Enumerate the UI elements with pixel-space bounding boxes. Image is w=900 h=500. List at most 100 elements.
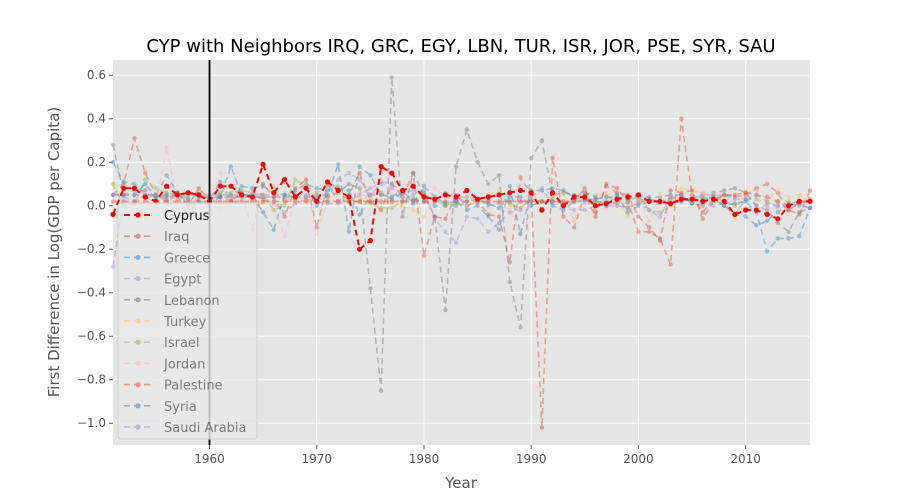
data-point-turkey [786, 194, 791, 200]
data-point-jordan [325, 199, 330, 204]
series-line-palestine [113, 185, 811, 243]
data-point-iraq [797, 212, 802, 217]
data-point-turkey [389, 201, 394, 206]
data-point-syria [357, 164, 362, 169]
legend-marker [135, 276, 141, 282]
data-point-syria [368, 173, 373, 178]
data-point-saudi-arabia [389, 186, 394, 191]
data-point-lebanon [303, 194, 309, 200]
y-tick-label: −0.4 [77, 286, 106, 300]
data-point-greece [486, 201, 491, 206]
data-point-saudi-arabia [486, 229, 491, 234]
data-point-turkey [732, 216, 738, 221]
data-point-saudi-arabia [303, 192, 309, 198]
legend-marker [135, 297, 141, 303]
data-point-greece [346, 188, 352, 193]
data-point-turkey [593, 192, 598, 198]
y-tick-label: 0.0 [87, 199, 106, 213]
data-point-iraq [636, 229, 641, 234]
data-point-israel [529, 197, 534, 202]
legend-item-palestine: Palestine [124, 379, 223, 394]
data-point-iraq [153, 192, 159, 198]
data-point-greece [368, 192, 373, 198]
data-point-saudi-arabia [668, 194, 673, 200]
legend-label: Egypt [164, 273, 202, 288]
data-point-saudi-arabia [153, 192, 159, 198]
data-point-jordan [593, 207, 598, 213]
data-point-iraq [218, 192, 223, 198]
data-point-egypt [550, 199, 555, 204]
data-point-palestine [293, 199, 298, 204]
data-point-iraq [282, 214, 287, 219]
series-line-egypt [112, 180, 810, 267]
data-point-iraq [764, 181, 770, 187]
data-point-greece [764, 218, 770, 224]
data-point-cyprus [571, 194, 577, 200]
chart-title: CYP with Neighbors IRQ, GRC, EGY, LBN, T… [146, 36, 775, 57]
data-point-saudi-arabia [625, 205, 630, 211]
data-point-palestine [550, 199, 555, 204]
data-point-lebanon [689, 201, 695, 206]
data-point-palestine [303, 199, 309, 204]
data-point-palestine [421, 199, 427, 204]
data-point-egypt [325, 201, 330, 206]
data-point-cyprus [786, 203, 792, 209]
data-point-saudi-arabia [346, 170, 352, 176]
data-point-cyprus [464, 187, 470, 194]
data-point-israel [336, 184, 341, 189]
data-point-palestine [518, 199, 523, 204]
data-point-lebanon [732, 186, 738, 191]
data-point-saudi-arabia [110, 192, 116, 198]
data-point-lebanon [411, 170, 416, 176]
data-point-greece [250, 186, 255, 191]
data-point-cyprus [721, 198, 727, 204]
data-point-saudi-arabia [657, 214, 663, 219]
data-point-israel [518, 205, 523, 211]
data-point-saudi-arabia [378, 181, 384, 187]
data-point-egypt [604, 194, 609, 200]
data-point-syria [496, 227, 502, 232]
data-point-palestine [614, 190, 620, 195]
data-point-palestine [368, 199, 373, 204]
legend-label: Cyprus [164, 209, 210, 224]
legend-marker [135, 254, 141, 260]
y-tick-label: 0.4 [87, 112, 106, 126]
data-point-turkey [625, 214, 630, 219]
data-point-syria [228, 164, 234, 169]
data-point-greece [357, 212, 362, 217]
data-point-egypt [411, 188, 416, 193]
data-point-lebanon [764, 207, 770, 213]
series-line-greece [112, 161, 811, 227]
data-point-syria [143, 181, 148, 187]
data-point-lebanon [325, 194, 330, 200]
data-point-greece [496, 205, 502, 211]
data-point-turkey [604, 190, 609, 195]
data-point-palestine [464, 199, 470, 204]
data-point-lebanon [754, 203, 759, 208]
data-point-jordan [314, 231, 319, 237]
data-point-greece [657, 194, 663, 200]
data-point-saudi-arabia [518, 207, 523, 213]
data-point-egypt [529, 199, 534, 204]
data-point-cyprus [550, 190, 556, 196]
data-point-palestine [529, 199, 534, 204]
data-point-cyprus [314, 198, 320, 204]
data-point-turkey [657, 192, 663, 198]
data-point-jordan [389, 192, 394, 198]
data-point-iraq [121, 181, 126, 187]
data-point-turkey [464, 194, 470, 200]
data-point-iraq [722, 192, 727, 198]
data-point-palestine [571, 199, 577, 204]
data-point-cyprus [753, 207, 760, 213]
data-point-lebanon [807, 205, 813, 211]
series-line-jordan [112, 146, 811, 239]
data-point-iraq [421, 253, 427, 258]
data-point-turkey [357, 197, 362, 202]
data-point-lebanon [121, 192, 126, 198]
data-point-iraq [625, 199, 630, 204]
data-point-syria [389, 194, 394, 200]
data-point-palestine [754, 192, 759, 198]
data-point-syria [539, 188, 545, 193]
data-point-greece [797, 203, 802, 208]
data-point-greece [754, 223, 759, 228]
